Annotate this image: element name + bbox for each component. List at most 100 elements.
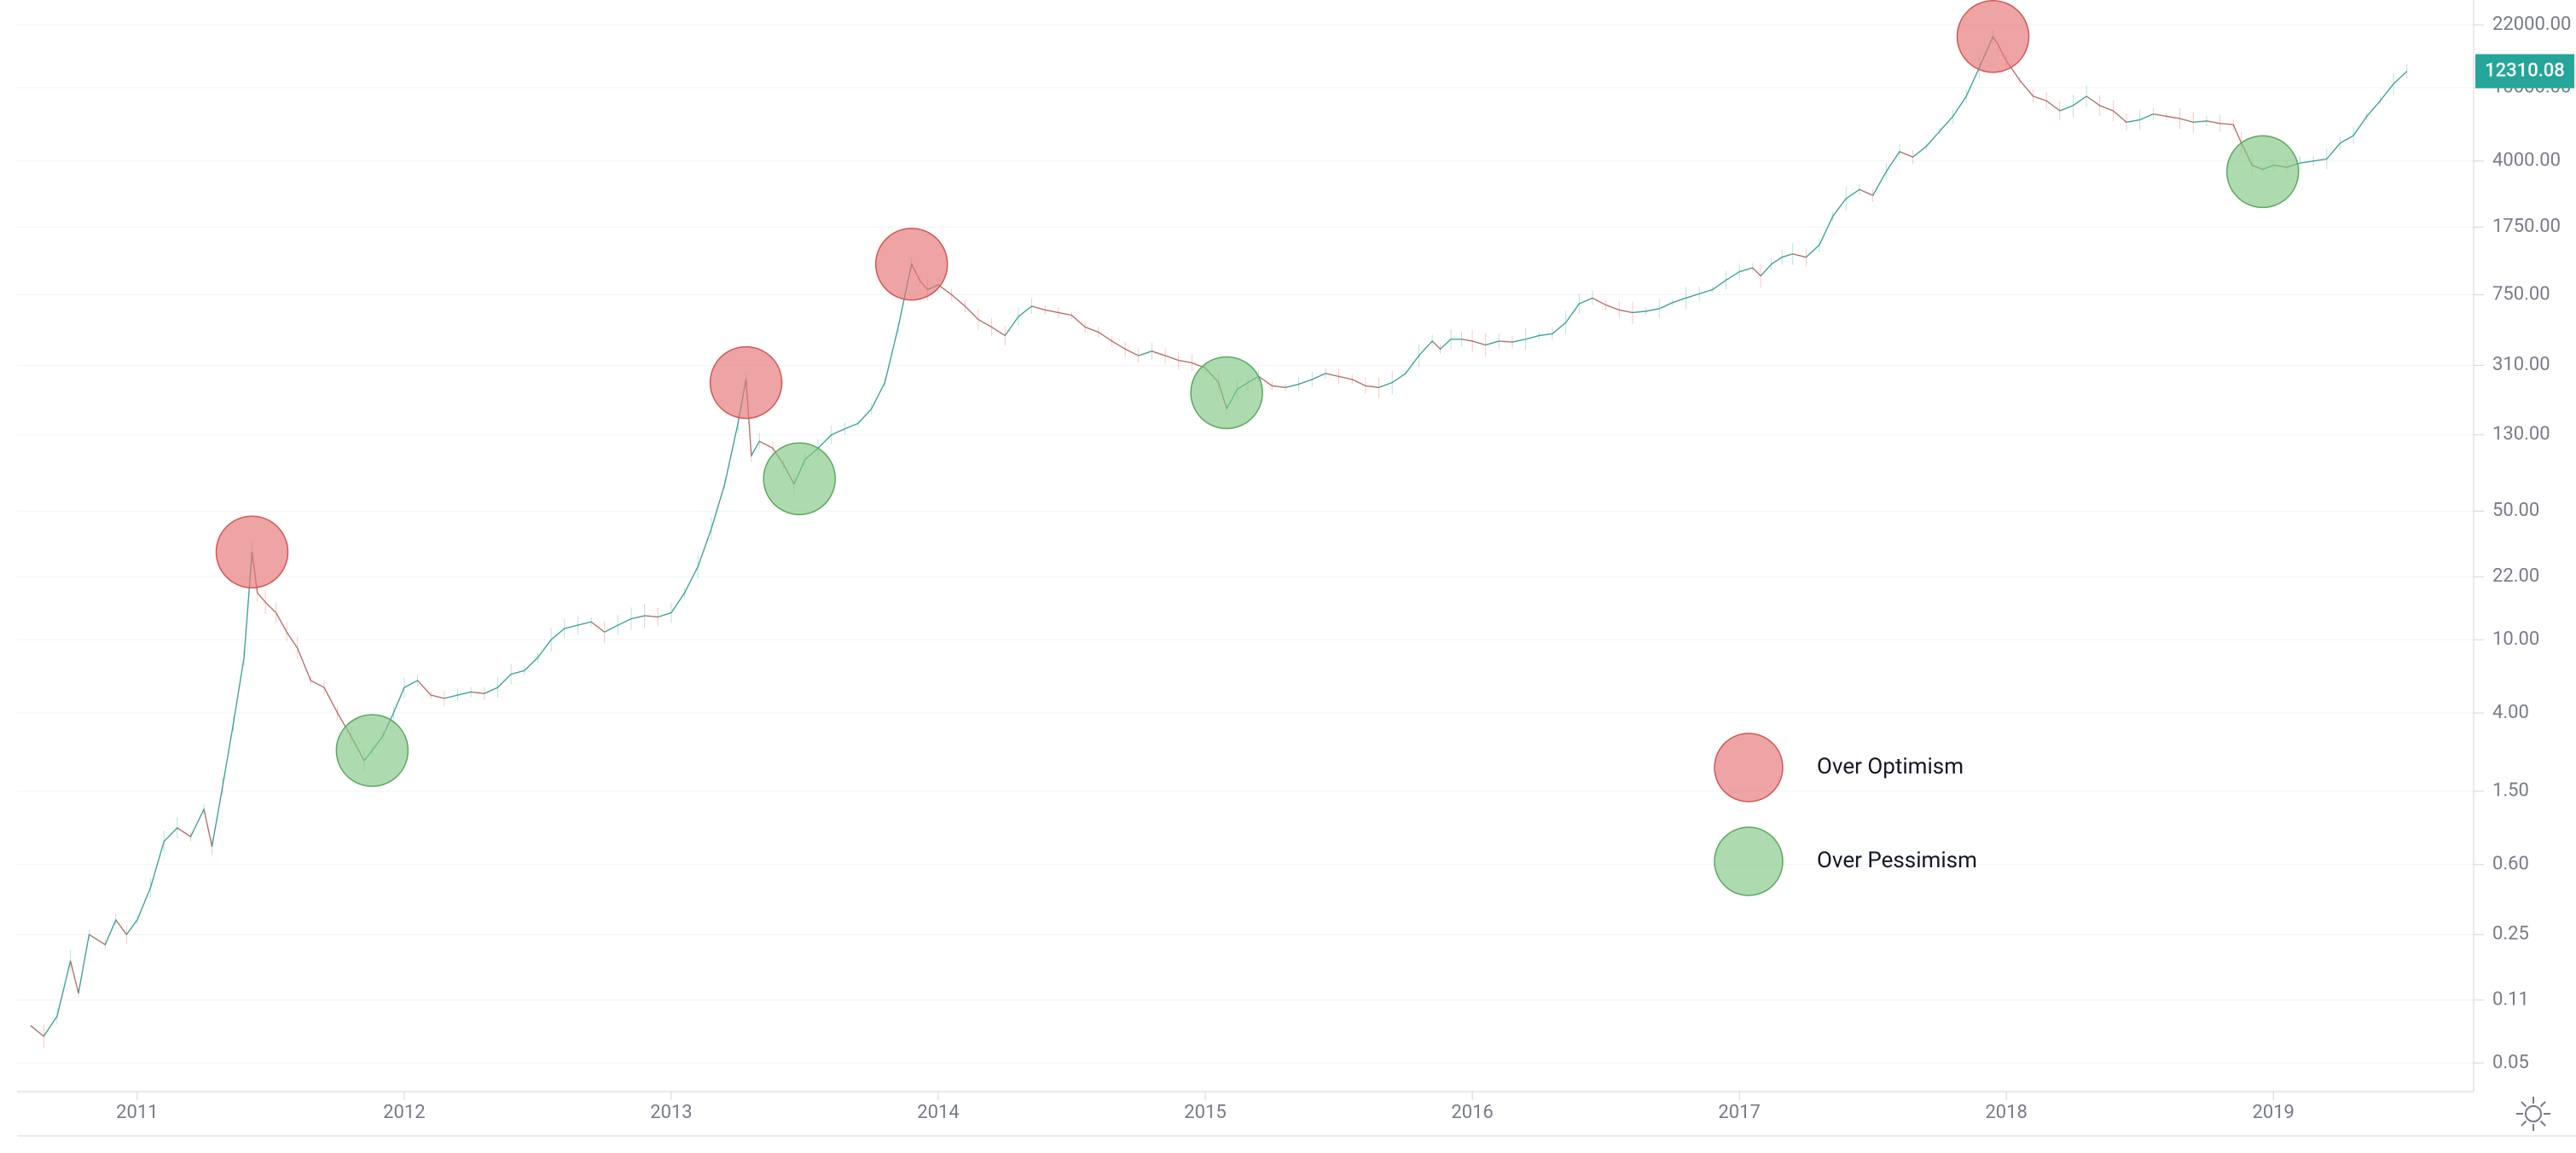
x-tick-label: 2018 [1985,1102,2027,1123]
price-segment [537,640,551,658]
price-segment [711,484,725,529]
price-segment [1179,361,1192,363]
price-segment [1111,341,1125,349]
price-segment [1579,298,1593,304]
price-segment [71,961,78,994]
price-segment [1432,341,1440,349]
price-segment [164,828,177,842]
price-segment [671,593,685,613]
x-tick-label: 2012 [383,1102,425,1123]
legend-swatch-red [1714,733,1783,802]
price-segment [1272,385,1285,387]
price-segment [1512,339,1526,342]
price-segment [1552,322,1566,333]
price-segment [458,692,472,695]
price-segment [1873,171,1887,195]
price-chart[interactable]: 22000.0010000.004000.001750.00750.00310.… [0,0,2576,1153]
price-segment [324,687,338,713]
y-tick-label: 22000.00 [2492,14,2571,35]
price-segment [2126,119,2140,122]
gear-icon [2526,1106,2541,1121]
price-segment [2033,96,2046,101]
price-segment [471,692,484,693]
price-segment [78,935,90,994]
price-segment [1299,380,1313,385]
price-segment [992,327,1006,336]
price-segment [2167,116,2180,119]
price-segment [57,961,71,1017]
price-segment [2086,96,2100,106]
price-segment [525,658,538,670]
price-segment [105,920,116,945]
price-segment [2060,106,2074,111]
price-segment [310,681,324,687]
price-segment [1526,335,1540,339]
price-segment [126,920,137,935]
over-pessimism-marker [2227,136,2299,207]
price-segment [1085,327,1099,333]
price-segment [2113,111,2126,122]
price-segment [44,1017,57,1037]
gear-icon [2521,1121,2527,1126]
settings-button[interactable] [2516,1097,2550,1131]
price-segment [2393,71,2407,84]
price-segment [1486,341,1500,345]
price-segment [872,383,885,409]
price-segment [2367,101,2381,116]
price-segment [276,613,287,633]
price-segment [1462,339,1473,341]
price-segment [1739,268,1753,272]
price-segment [1099,332,1112,341]
y-tick-label: 1.50 [2492,780,2529,802]
price-segment [1900,152,1913,157]
price-segment [685,566,699,593]
price-segment [137,888,151,920]
price-segment [1646,309,1660,311]
price-segment [591,622,605,632]
legend-label: Over Optimism [1817,754,1964,779]
over-optimism-marker [1958,1,2029,72]
price-segment [2193,121,2207,122]
price-segment [1499,341,1512,342]
price-segment [1406,356,1419,374]
price-segment [1366,385,1379,387]
y-tick-label: 10.00 [2492,629,2539,650]
price-segment [1165,356,1179,361]
price-segment [565,625,578,629]
price-segment [618,619,631,625]
x-tick-label: 2015 [1184,1102,1226,1123]
y-tick-label: 4000.00 [2492,150,2561,171]
price-segment [223,724,234,786]
price-segment [31,1026,44,1037]
price-segment [1659,303,1673,309]
over-optimism-marker [216,516,287,588]
over-optimism-marker [876,229,948,300]
price-segment [1940,116,1953,131]
y-tick-label: 750.00 [2492,283,2550,304]
price-segment [212,786,223,847]
over-pessimism-marker [1191,357,1262,429]
price-segment [1819,217,1833,245]
price-segment [577,622,591,625]
gear-icon [2540,1102,2545,1107]
price-segment [234,658,245,723]
price-segment [1606,305,1620,310]
y-tick-label: 0.11 [2492,989,2529,1011]
price-segment [1539,333,1552,335]
price-segment [631,616,645,619]
price-segment [965,306,978,320]
x-tick-label: 2017 [1718,1102,1760,1123]
price-segment [832,429,845,435]
price-segment [2220,124,2234,125]
price-segment [698,529,711,566]
price-segment [1139,351,1152,356]
price-segment [978,320,992,327]
y-tick-label: 50.00 [2492,500,2539,521]
price-segment [2340,136,2353,143]
price-segment [1699,290,1713,294]
price-segment [1326,374,1339,376]
price-segment [1472,341,1486,345]
price-segment [258,593,265,602]
y-tick-label: 0.60 [2492,854,2529,875]
y-tick-label: 0.25 [2492,924,2529,945]
